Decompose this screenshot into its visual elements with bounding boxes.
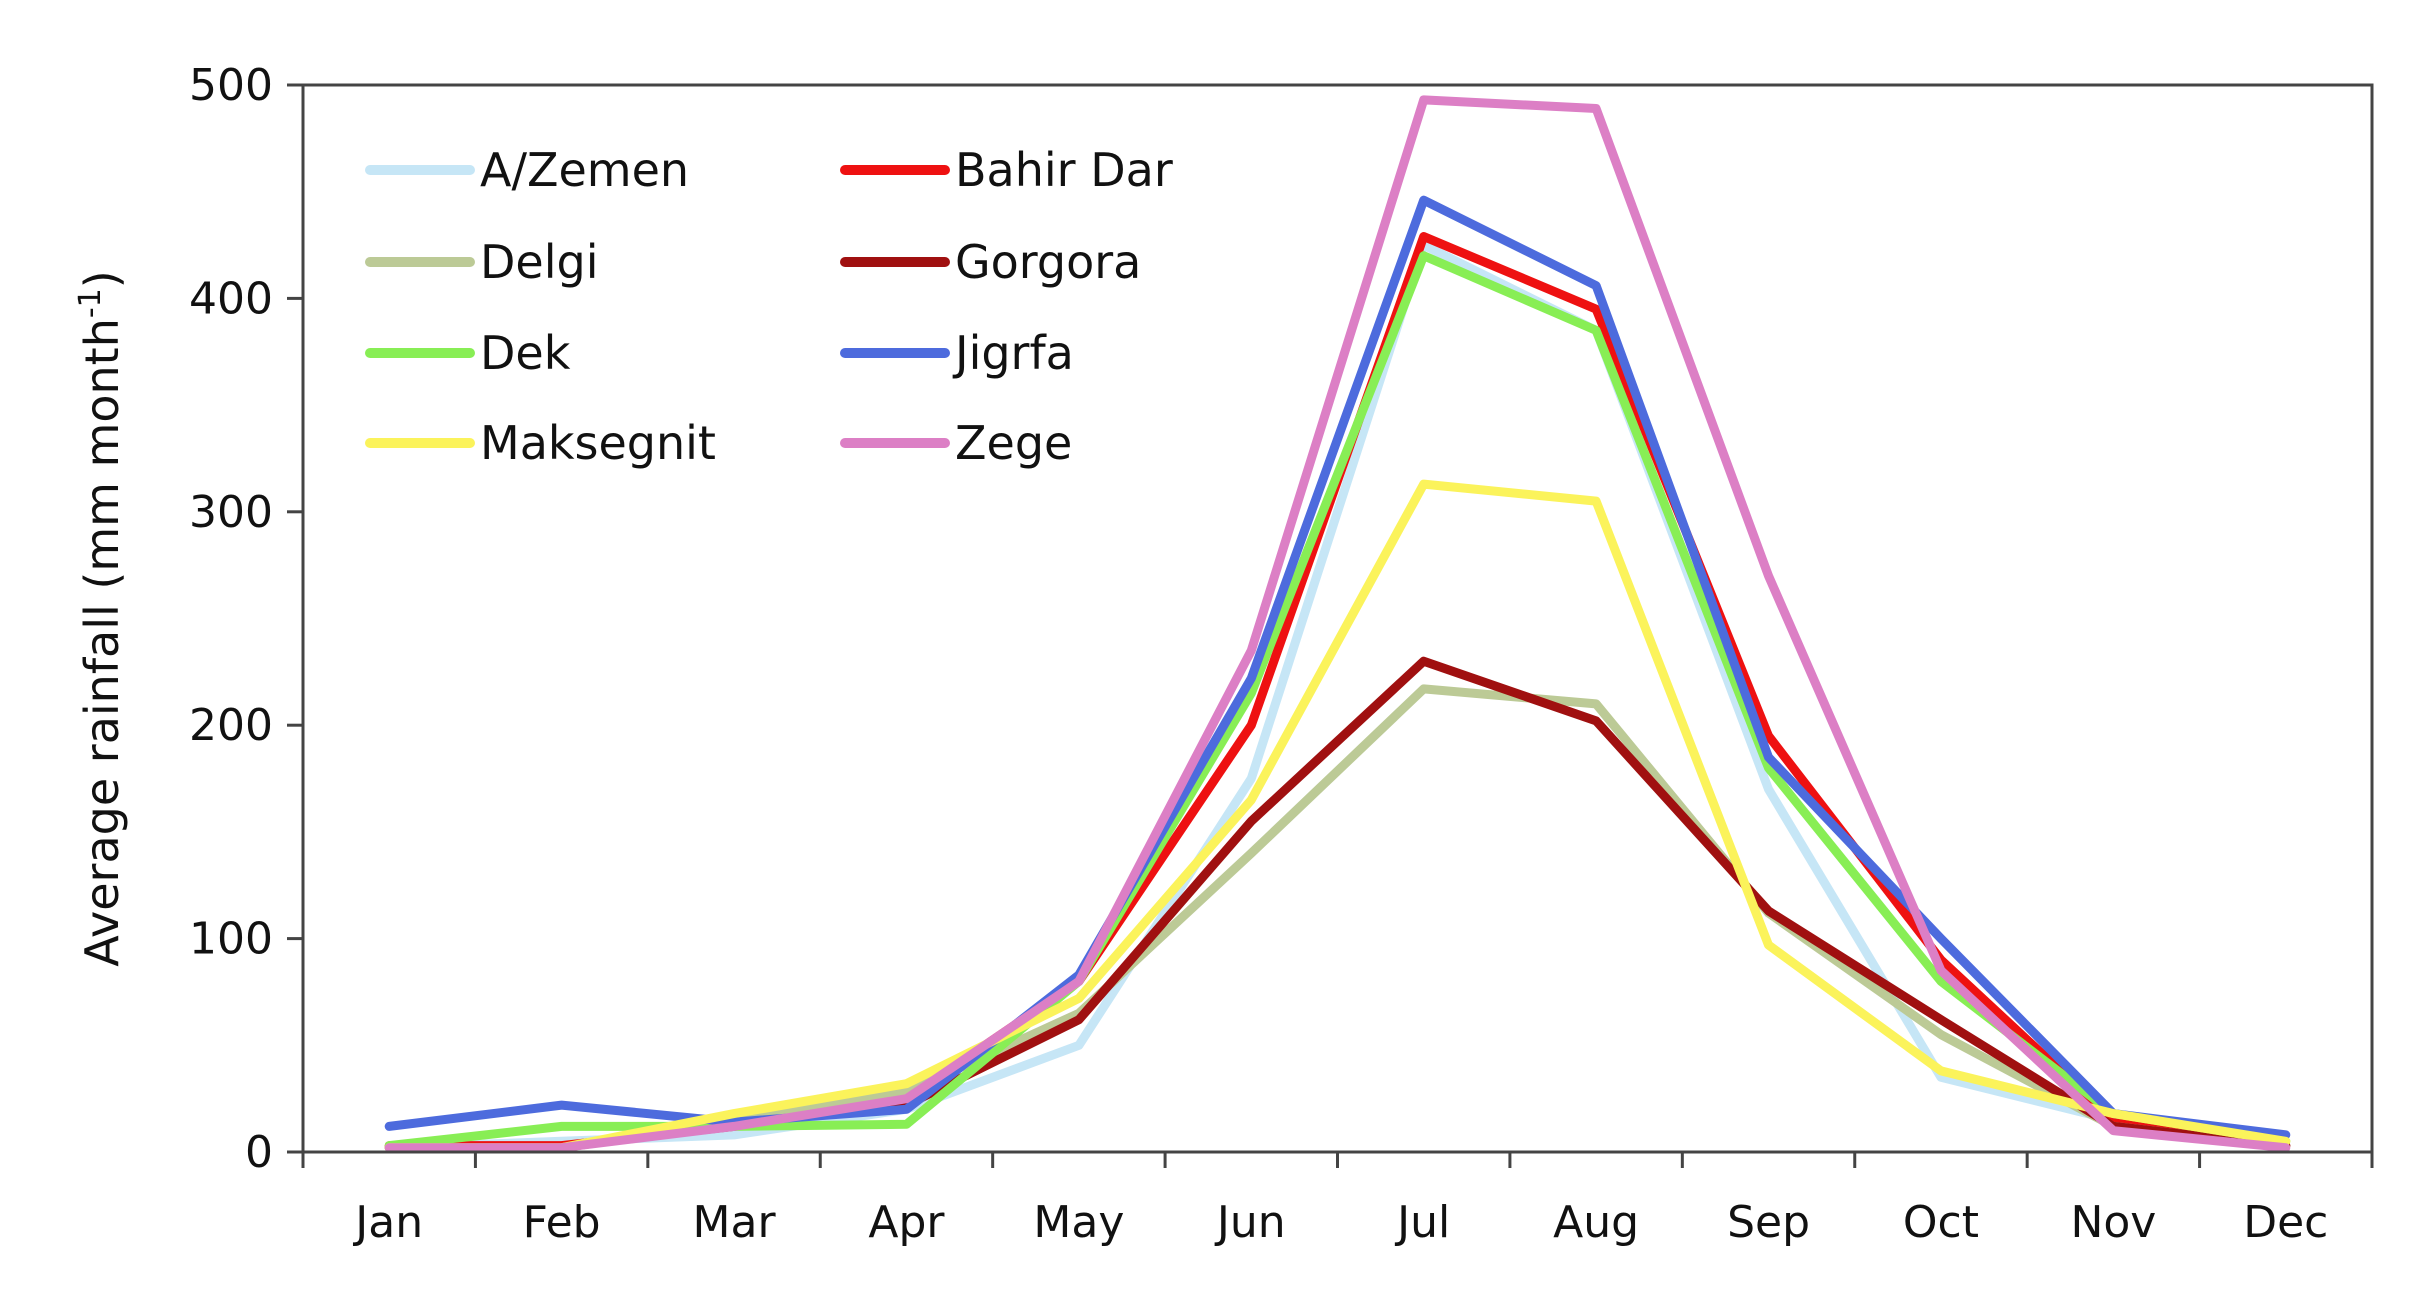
x-tick-label: Aug [1553,1197,1639,1248]
legend-label-dek: Dek [480,326,571,380]
legend-label-gorgora: Gorgora [955,235,1141,289]
y-tick-label: 300 [189,487,273,538]
x-tick-label: Oct [1903,1197,1979,1248]
y-tick-label: 100 [189,914,273,965]
legend-label-delgi: Delgi [480,235,598,289]
legend-label-zege: Zege [955,416,1072,470]
x-tick-label: Nov [2070,1197,2156,1248]
x-tick-label: Jan [352,1197,423,1248]
legend: A/Zemen Bahir Dar Delgi Gorgora Dek Jigrfa Mak… [365,143,1173,470]
y-axis-title-close: ) [75,270,129,288]
legend-label-a-zemen: A/Zemen [480,143,689,197]
x-tick-label: Jun [1214,1197,1286,1248]
legend-label-jigrfa: Jigrfa [952,326,1074,380]
x-tick-label: Sep [1727,1197,1810,1248]
x-tick-label: Dec [2243,1197,2328,1248]
y-axis-title-superscript: -1 [73,288,108,318]
series-layer [384,95,2291,1153]
series-line-maksegnit [384,479,2291,1153]
x-tick-label: Jul [1394,1197,1450,1248]
x-tick-label: Feb [523,1197,601,1248]
legend-label-bahir-dar: Bahir Dar [955,143,1173,197]
x-tick-label: Mar [693,1197,777,1248]
x-tick-label: Apr [868,1197,945,1248]
x-tick-label: May [1033,1197,1124,1248]
y-tick-label: 0 [245,1127,273,1178]
series-line-zege [384,95,2291,1153]
legend-label-maksegnit: Maksegnit [480,416,716,470]
series-line-a-zemen [384,240,2291,1153]
y-tick-label: 400 [189,273,273,324]
y-tick-label: 500 [189,60,273,111]
y-tick-label: 200 [189,700,273,751]
y-axis-title: Average rainfall (mm month-1) [73,270,129,966]
axes-layer: 0 100 200 300 400 500 Jan Feb Mar Apr May Jun Jul Aug… [189,60,2374,1248]
